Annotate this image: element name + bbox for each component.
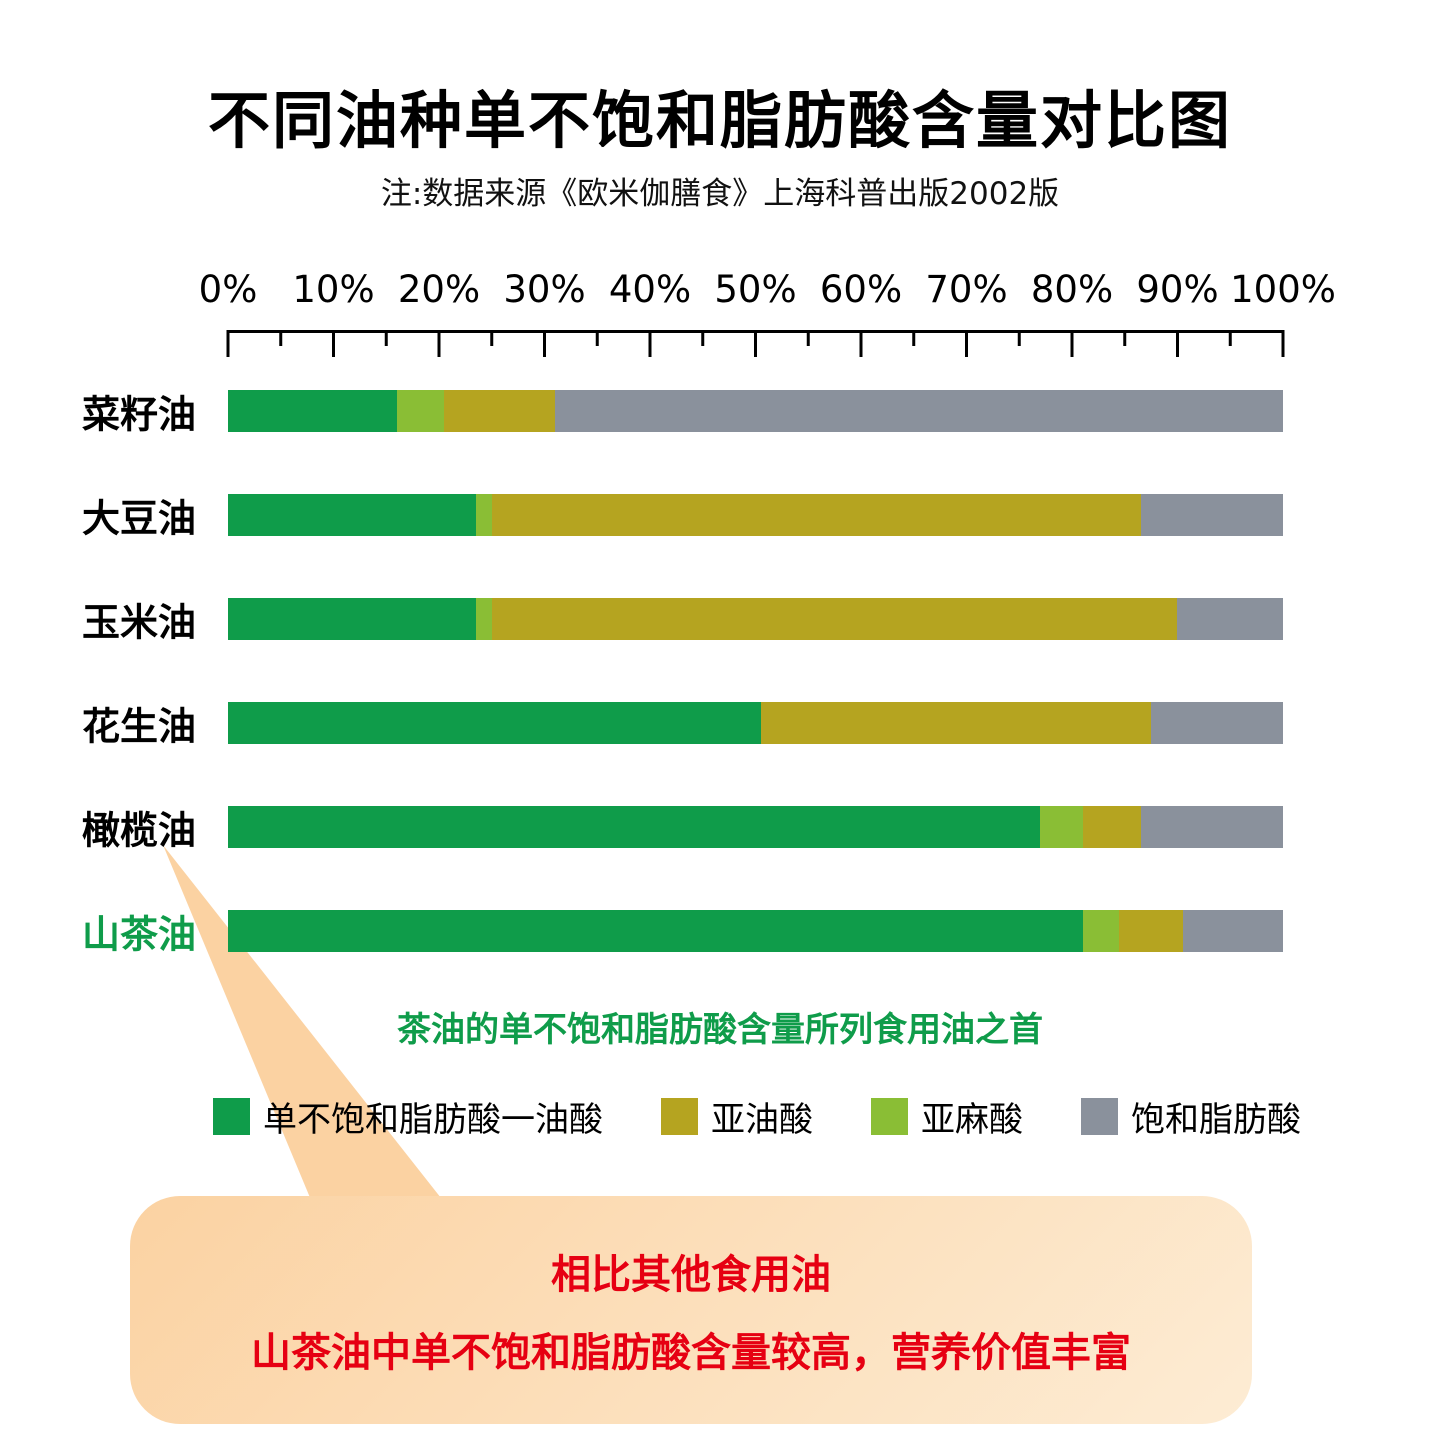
- bar-segment: [760, 702, 1152, 744]
- bar-segment: [555, 390, 1283, 432]
- legend-item: 亚麻酸: [871, 1092, 1023, 1141]
- x-axis-tick-label: 20%: [397, 268, 481, 311]
- bar-segment: [491, 494, 1141, 536]
- legend-label: 单不饱和脂肪酸一油酸: [263, 1100, 603, 1140]
- x-axis-ruler: [226, 330, 1285, 357]
- x-axis-tick-label: 90%: [1136, 268, 1219, 311]
- legend-label: 亚油酸: [711, 1100, 813, 1140]
- bar-segment: [1177, 598, 1283, 640]
- category-label-2: 大豆油: [81, 496, 196, 541]
- bar-segment: [228, 806, 1041, 848]
- bar-segment: [1151, 702, 1283, 744]
- x-axis-tick-label: 100%: [1230, 268, 1336, 311]
- legend-item: 亚油酸: [661, 1092, 813, 1141]
- bar-segment: [396, 390, 445, 432]
- callout-line-1: 相比其他食用油: [551, 1252, 831, 1298]
- bar-segment: [1119, 910, 1183, 952]
- x-axis-tick-label: 30%: [503, 268, 586, 311]
- stacked-bar-6: [228, 910, 1283, 952]
- bar-segment: [228, 702, 761, 744]
- page-title: 不同油种单不饱和脂肪酸含量对比图: [207, 84, 1232, 157]
- legend-swatch-icon: [1081, 1098, 1118, 1135]
- stacked-bar-3: [228, 598, 1283, 640]
- x-axis-tick-label: 50%: [714, 268, 797, 311]
- category-label-4: 花生油: [81, 704, 196, 749]
- bar-segment: [1140, 494, 1283, 536]
- bar-segment: [1182, 910, 1283, 952]
- bar-segment: [228, 910, 1083, 952]
- data-source-note: 注:数据来源《欧米伽膳食》上海科普出版2002版: [380, 176, 1060, 212]
- bar-segment: [228, 390, 397, 432]
- bar-segment: [475, 598, 492, 640]
- x-axis-tick-label: 70%: [925, 268, 1008, 311]
- bar-segment: [491, 598, 1178, 640]
- callout-box: 相比其他食用油 山茶油中单不饱和脂肪酸含量较高，营养价值丰富: [130, 1196, 1252, 1424]
- category-label-1: 菜籽油: [81, 392, 196, 437]
- category-label-3: 玉米油: [81, 600, 196, 645]
- legend-item: 单不饱和脂肪酸一油酸: [213, 1092, 603, 1141]
- bar-segment: [1140, 806, 1283, 848]
- stacked-bar-4: [228, 702, 1283, 744]
- x-axis-tick-label: 40%: [608, 268, 692, 311]
- bar-segment: [475, 494, 492, 536]
- legend-label: 亚麻酸: [921, 1100, 1023, 1140]
- stacked-bar-2: [228, 494, 1283, 536]
- legend-swatch-icon: [871, 1098, 908, 1135]
- legend-item: 饱和脂肪酸: [1081, 1092, 1301, 1141]
- legend-swatch-icon: [213, 1098, 250, 1135]
- bar-segment: [1040, 806, 1083, 848]
- stacked-bar-5: [228, 806, 1283, 848]
- legend: 单不饱和脂肪酸一油酸 亚油酸 亚麻酸 饱和脂肪酸: [213, 1092, 1301, 1141]
- chart-annotation: 茶油的单不饱和脂肪酸含量所列食用油之首: [397, 1010, 1043, 1050]
- x-axis-tick-label: 60%: [819, 268, 903, 311]
- x-axis-labels: 0% 10% 20% 30% 40% 50% 60% 70% 80% 90% 100%: [199, 268, 1336, 314]
- x-axis-tick-label: 80%: [1030, 268, 1114, 311]
- legend-swatch-icon: [661, 1098, 698, 1135]
- bar-segment: [1082, 806, 1141, 848]
- legend-label: 饱和脂肪酸: [1131, 1100, 1301, 1140]
- x-axis-tick-label: 10%: [292, 268, 375, 311]
- category-label-5: 橄榄油: [81, 808, 196, 853]
- bar-segment: [444, 390, 556, 432]
- bar-segment: [228, 598, 476, 640]
- stacked-bar-1: [228, 390, 1283, 432]
- category-label-6: 山茶油: [81, 912, 196, 957]
- bar-segment: [228, 494, 476, 536]
- callout-line-2: 山茶油中单不饱和脂肪酸含量较高，营养价值丰富: [251, 1330, 1131, 1376]
- bar-segment: [1082, 910, 1120, 952]
- x-axis-tick-label: 0%: [198, 268, 258, 311]
